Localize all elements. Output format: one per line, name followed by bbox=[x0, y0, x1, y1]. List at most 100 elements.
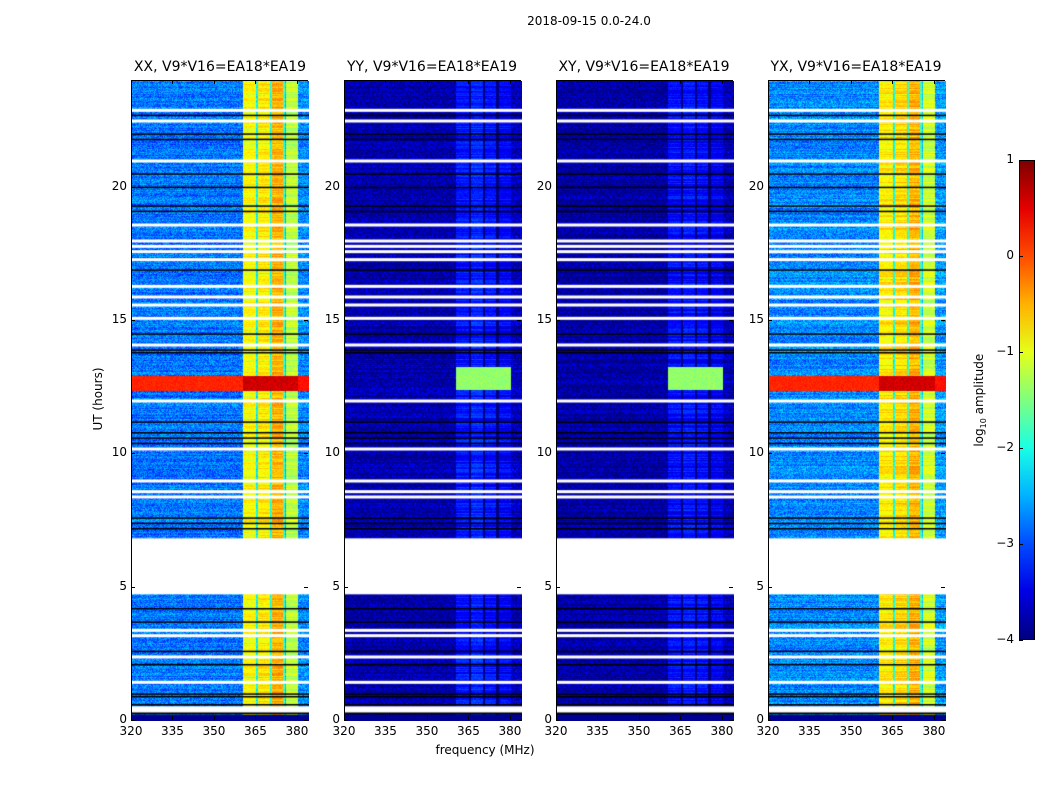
x-tick bbox=[426, 80, 428, 84]
x-tick bbox=[344, 716, 345, 720]
x-axis-label: frequency (MHz) bbox=[435, 743, 535, 757]
x-tick bbox=[131, 80, 132, 84]
x-tick bbox=[638, 716, 640, 720]
x-tick-label: 350 bbox=[415, 724, 439, 738]
y-tick bbox=[131, 586, 135, 588]
panel-xx bbox=[131, 80, 309, 721]
colorbar-tick bbox=[1019, 160, 1023, 161]
x-tick-label: 380 bbox=[710, 724, 734, 738]
y-tick-label: 20 bbox=[536, 178, 552, 193]
y-tick-label: 5 bbox=[756, 578, 764, 593]
x-tick bbox=[255, 80, 257, 84]
y-tick bbox=[941, 586, 945, 588]
colorbar-tick-label: −3 bbox=[996, 536, 1014, 550]
panel-yy bbox=[344, 80, 522, 721]
x-tick-label: 365 bbox=[244, 724, 267, 738]
x-tick bbox=[509, 80, 511, 84]
panel-title-yy: YY, V9*V16=EA18*EA19 bbox=[346, 59, 518, 75]
y-tick-label: 0 bbox=[544, 712, 552, 726]
y-tick-label: 20 bbox=[324, 178, 340, 193]
y-tick bbox=[304, 186, 308, 188]
colorbar bbox=[1019, 160, 1035, 640]
y-tick bbox=[768, 720, 772, 721]
x-tick-label: 350 bbox=[839, 724, 863, 738]
y-tick bbox=[941, 453, 945, 455]
x-tick-label: 380 bbox=[285, 724, 309, 738]
figure-suptitle: 2018-09-15 0.0-24.0 bbox=[527, 14, 651, 28]
y-tick bbox=[131, 186, 135, 188]
x-tick bbox=[933, 80, 935, 84]
y-tick bbox=[344, 720, 348, 721]
x-tick bbox=[892, 716, 894, 720]
y-tick-label: 10 bbox=[111, 445, 127, 460]
x-tick bbox=[172, 716, 174, 720]
heatmap-yx bbox=[769, 81, 946, 721]
x-tick-label: 335 bbox=[798, 724, 821, 738]
y-axis-label: UT (hours) bbox=[91, 367, 105, 431]
x-tick-label: 320 bbox=[119, 724, 143, 738]
colorbar-tick bbox=[1019, 256, 1023, 257]
y-tick-label: 15 bbox=[111, 312, 127, 326]
x-tick bbox=[680, 80, 682, 84]
y-tick bbox=[517, 586, 521, 588]
x-tick bbox=[721, 716, 723, 720]
y-tick bbox=[131, 720, 135, 721]
x-tick-label: 335 bbox=[161, 724, 184, 738]
y-tick bbox=[517, 720, 521, 721]
y-tick bbox=[517, 186, 521, 188]
colorbar-tick-label: −1 bbox=[996, 344, 1014, 358]
y-tick-label: 5 bbox=[332, 578, 340, 593]
y-tick bbox=[556, 453, 560, 455]
y-tick bbox=[768, 453, 772, 455]
colorbar-tick-label: 0 bbox=[1006, 248, 1014, 262]
x-tick bbox=[809, 716, 811, 720]
x-tick bbox=[892, 80, 894, 84]
panel-title-xy: XY, V9*V16=EA18*EA19 bbox=[558, 59, 730, 75]
x-tick bbox=[172, 80, 174, 84]
x-tick bbox=[850, 80, 852, 84]
y-tick bbox=[344, 320, 348, 321]
y-tick bbox=[768, 186, 772, 188]
colorbar-tick-label: −4 bbox=[996, 632, 1014, 646]
y-tick-label: 0 bbox=[332, 712, 340, 726]
colorbar-tick bbox=[1019, 640, 1023, 641]
x-tick bbox=[680, 716, 682, 720]
x-tick bbox=[768, 80, 769, 84]
panel-title-xx: XX, V9*V16=EA18*EA19 bbox=[133, 59, 307, 75]
y-tick-label: 15 bbox=[748, 312, 764, 326]
x-tick bbox=[468, 716, 470, 720]
y-tick bbox=[729, 320, 733, 321]
y-tick-label: 20 bbox=[111, 178, 127, 193]
panel-yx bbox=[768, 80, 946, 721]
y-tick-label: 5 bbox=[119, 578, 127, 593]
heatmap-yy bbox=[345, 81, 522, 721]
x-tick bbox=[296, 716, 298, 720]
y-tick bbox=[556, 586, 560, 588]
y-tick bbox=[768, 586, 772, 588]
x-tick-label: 320 bbox=[544, 724, 568, 738]
x-tick bbox=[385, 716, 387, 720]
y-tick-label: 0 bbox=[119, 712, 127, 726]
y-tick bbox=[729, 586, 733, 588]
x-tick bbox=[255, 716, 257, 720]
x-tick bbox=[638, 80, 640, 84]
x-tick bbox=[556, 716, 557, 720]
y-tick-label: 20 bbox=[748, 178, 764, 193]
panel-title-yx: YX, V9*V16=EA18*EA19 bbox=[770, 59, 942, 75]
x-tick bbox=[933, 716, 935, 720]
y-tick bbox=[729, 720, 733, 721]
y-tick bbox=[941, 320, 945, 321]
x-tick-label: 365 bbox=[881, 724, 904, 738]
y-tick bbox=[556, 186, 560, 188]
y-tick-label: 10 bbox=[324, 445, 340, 460]
x-tick bbox=[385, 80, 387, 84]
y-tick-label: 0 bbox=[756, 712, 764, 726]
y-tick bbox=[517, 320, 521, 321]
y-tick bbox=[304, 586, 308, 588]
x-tick-label: 365 bbox=[457, 724, 480, 738]
x-tick-label: 320 bbox=[332, 724, 356, 738]
colorbar-tick bbox=[1019, 448, 1023, 449]
x-tick bbox=[131, 716, 132, 720]
y-tick bbox=[344, 453, 348, 455]
y-tick bbox=[344, 186, 348, 188]
